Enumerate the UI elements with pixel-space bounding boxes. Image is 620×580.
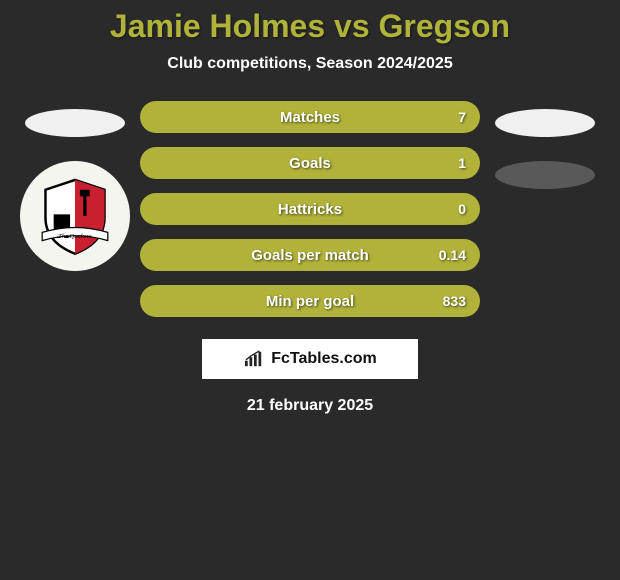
stat-bar-goals: Goals 1: [140, 147, 480, 179]
stat-bar-matches: Matches 7: [140, 101, 480, 133]
stat-label: Goals: [289, 155, 331, 172]
page-title: Jamie Holmes vs Gregson: [0, 8, 620, 45]
brand-badge[interactable]: FcTables.com: [202, 339, 418, 379]
subtitle: Club competitions, Season 2024/2025: [0, 55, 620, 73]
stat-bar-hattricks: Hattricks 0: [140, 193, 480, 225]
comparison-widget: Jamie Holmes vs Gregson Club competition…: [0, 0, 620, 415]
stat-bar-min-per-goal: Min per goal 833: [140, 285, 480, 317]
crest-icon: The Quakers: [34, 175, 116, 257]
svg-text:The Quakers: The Quakers: [58, 233, 92, 240]
stat-value: 0: [458, 201, 466, 217]
player-photo-placeholder-right-1: [495, 109, 595, 137]
stat-label: Min per goal: [266, 293, 354, 310]
stat-bar-goals-per-match: Goals per match 0.14: [140, 239, 480, 271]
date-text: 21 february 2025: [0, 397, 620, 415]
stat-value: 833: [443, 293, 466, 309]
club-crest-left: The Quakers: [20, 161, 130, 271]
bar-chart-icon: [243, 350, 265, 368]
right-column: [490, 101, 600, 189]
brand-text: FcTables.com: [271, 350, 377, 368]
stat-label: Hattricks: [278, 201, 342, 218]
stat-label: Matches: [280, 109, 340, 126]
stat-label: Goals per match: [251, 247, 369, 264]
player-photo-placeholder-right-2: [495, 161, 595, 189]
content-row: The Quakers Matches 7 Goals 1 Hattricks …: [0, 101, 620, 317]
player-photo-placeholder-left: [25, 109, 125, 137]
stat-value: 0.14: [439, 247, 466, 263]
stat-value: 7: [458, 109, 466, 125]
left-column: The Quakers: [20, 101, 130, 271]
stat-bars: Matches 7 Goals 1 Hattricks 0 Goals per …: [140, 101, 480, 317]
stat-value: 1: [458, 155, 466, 171]
